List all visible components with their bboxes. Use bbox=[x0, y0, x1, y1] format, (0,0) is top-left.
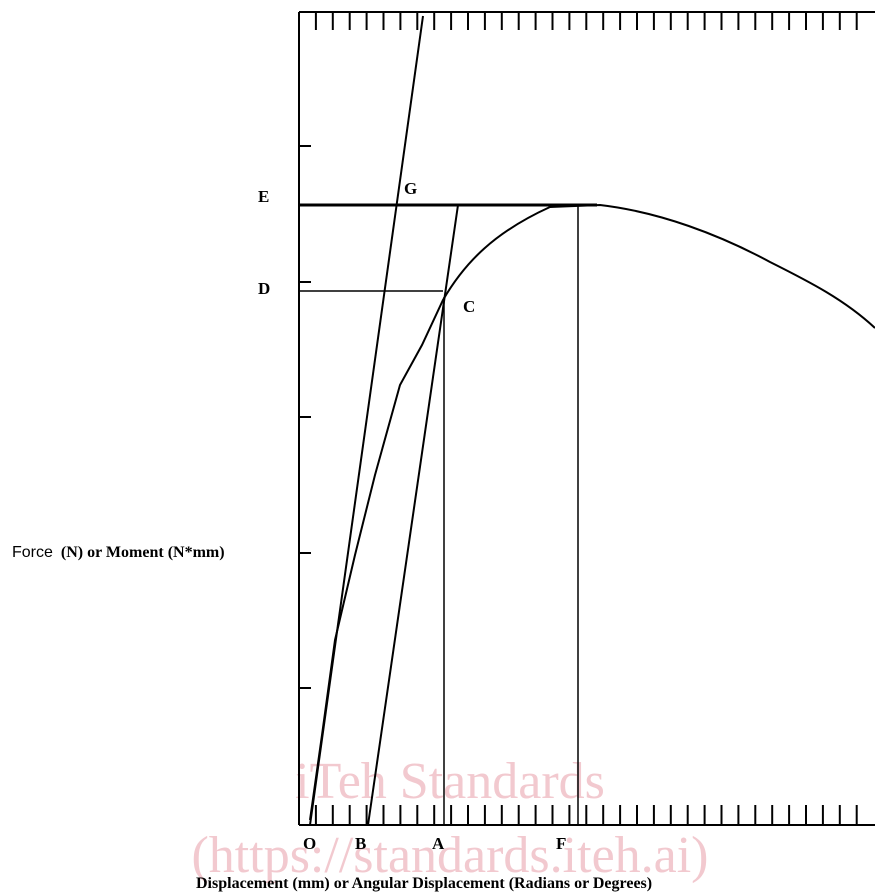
initial-slope-line bbox=[309, 15, 424, 826]
label-a: A bbox=[432, 834, 445, 853]
load-displacement-curve bbox=[309, 203, 875, 821]
label-e: E bbox=[258, 187, 269, 206]
label-f: F bbox=[556, 834, 566, 853]
y-axis-label-prefix: Force bbox=[12, 544, 53, 561]
label-b: B bbox=[355, 834, 366, 853]
watermark-line2: (https://standards.iteh.ai) bbox=[191, 827, 708, 884]
y-axis-label: Force (N) or Moment (N*mm) bbox=[12, 544, 225, 561]
bottom-axis-ticks bbox=[314, 805, 858, 825]
offset-line bbox=[367, 204, 459, 826]
label-d: D bbox=[258, 279, 270, 298]
label-o: O bbox=[303, 834, 316, 853]
left-axis-ticks bbox=[299, 145, 311, 689]
x-axis-label: Displacement (mm) or Angular Displacemen… bbox=[196, 875, 652, 892]
label-g: G bbox=[404, 179, 417, 198]
label-c: C bbox=[463, 297, 475, 316]
y-axis-label-rest: (N) or Moment (N*mm) bbox=[61, 544, 225, 561]
top-axis-ticks bbox=[314, 12, 858, 30]
watermark-line1: iTeh Standards bbox=[295, 753, 605, 810]
